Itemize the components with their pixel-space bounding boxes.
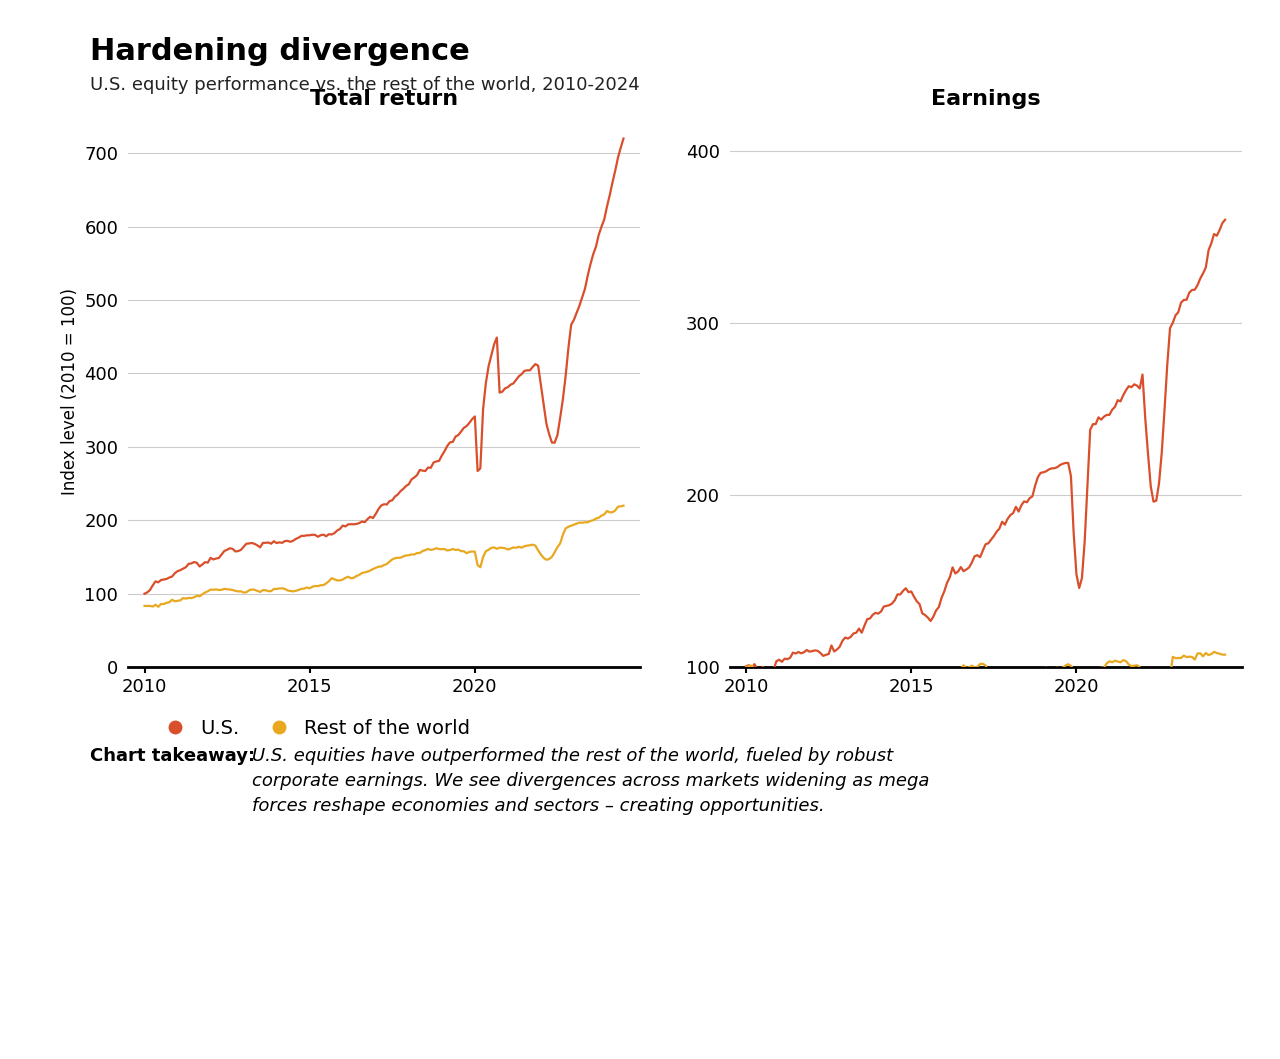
Text: Chart takeaway:: Chart takeaway: xyxy=(90,747,255,765)
Title: Total return: Total return xyxy=(310,89,458,109)
Title: Earnings: Earnings xyxy=(931,89,1041,109)
Y-axis label: Index level (2010 = 100): Index level (2010 = 100) xyxy=(60,288,79,496)
Legend: U.S., Rest of the world: U.S., Rest of the world xyxy=(148,711,477,746)
Text: U.S. equities have outperformed the rest of the world, fueled by robust
corporat: U.S. equities have outperformed the rest… xyxy=(252,747,929,814)
Text: Hardening divergence: Hardening divergence xyxy=(90,37,470,66)
Text: U.S. equity performance vs. the rest of the world, 2010-2024: U.S. equity performance vs. the rest of … xyxy=(90,76,639,94)
